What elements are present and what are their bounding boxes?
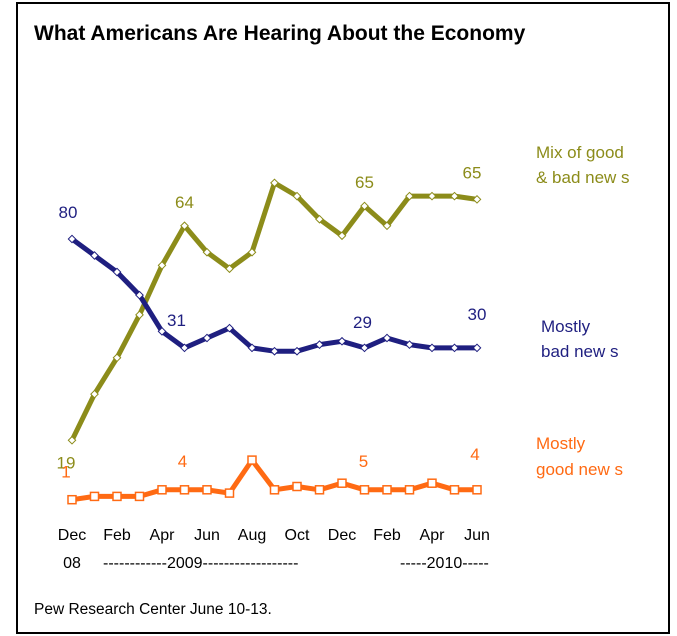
data-label-mixed: 65 xyxy=(463,163,482,182)
x-tick-label: Dec xyxy=(58,527,86,544)
source-note: Pew Research Center June 10-13. xyxy=(34,601,272,618)
data-point-mixed xyxy=(337,231,347,241)
data-point-good xyxy=(472,485,482,495)
data-point-good xyxy=(247,455,257,465)
year-label-2009: ------------2009------------------ xyxy=(103,555,298,572)
series-line-mixed xyxy=(69,180,480,443)
data-point-bad xyxy=(247,343,257,353)
chart-frame xyxy=(16,2,670,634)
data-point-bad xyxy=(180,343,189,353)
data-point-mixed xyxy=(382,221,392,231)
data-label-mixed: 19 xyxy=(57,453,76,472)
x-tick-label: Feb xyxy=(373,527,401,544)
x-tick-label: Aug xyxy=(238,527,266,544)
data-point-bad xyxy=(427,343,437,353)
x-tick-label: Apr xyxy=(420,527,446,544)
data-point-mixed xyxy=(202,247,212,257)
series-label-bad: bad new s xyxy=(541,342,619,361)
data-point-good xyxy=(134,491,145,502)
series-label-mixed: Mix of good xyxy=(536,143,624,162)
x-tick-label: Jun xyxy=(194,527,220,544)
data-point-bad xyxy=(337,336,347,346)
data-point-bad xyxy=(382,333,392,343)
data-point-good xyxy=(449,485,460,495)
data-point-mixed xyxy=(472,195,482,204)
x-tick-label: Oct xyxy=(285,527,310,544)
data-point-bad xyxy=(157,327,167,336)
data-point-good xyxy=(202,485,212,495)
data-point-mixed xyxy=(180,221,189,231)
data-point-good xyxy=(382,485,392,495)
year-label-2010: -----2010----- xyxy=(400,555,489,572)
data-label-good: 4 xyxy=(470,445,479,464)
data-label-good: 4 xyxy=(178,452,187,471)
data-point-mixed xyxy=(157,261,167,270)
x-tick-label: Jun xyxy=(464,527,490,544)
data-label-bad: 30 xyxy=(468,305,487,324)
data-label-bad: 29 xyxy=(353,313,372,332)
series-label-good: good new s xyxy=(536,460,623,479)
data-point-good xyxy=(157,485,167,495)
data-point-mixed xyxy=(67,435,77,445)
data-point-mixed xyxy=(225,264,234,274)
data-point-mixed xyxy=(112,353,122,363)
x-tick-sublabel: 08 xyxy=(63,555,81,572)
data-point-mixed xyxy=(315,214,324,224)
data-point-bad xyxy=(270,346,279,356)
data-point-good xyxy=(89,491,100,502)
data-point-mixed xyxy=(360,201,369,211)
data-point-good xyxy=(67,494,77,505)
data-point-good xyxy=(292,481,302,492)
x-tick-label: Feb xyxy=(103,527,131,544)
data-point-good xyxy=(337,478,347,488)
data-label-good: 1 xyxy=(61,463,70,482)
data-point-good xyxy=(179,485,190,495)
data-point-bad xyxy=(90,251,99,260)
data-point-bad xyxy=(472,343,482,353)
data-point-bad xyxy=(292,346,302,356)
data-point-mixed xyxy=(135,310,144,320)
data-label-good: 5 xyxy=(359,452,368,471)
data-point-mixed xyxy=(292,191,302,201)
x-tick-label: Apr xyxy=(150,527,176,544)
data-point-bad xyxy=(225,323,234,333)
data-point-bad xyxy=(112,267,122,277)
data-point-mixed xyxy=(405,191,414,201)
data-point-bad xyxy=(450,343,459,353)
data-point-mixed xyxy=(247,247,257,257)
data-label-bad: 31 xyxy=(167,311,186,330)
data-point-good xyxy=(269,485,280,495)
series-line-bad xyxy=(69,236,480,354)
series-label-good: Mostly xyxy=(536,434,586,453)
data-point-bad xyxy=(202,333,212,343)
data-point-bad xyxy=(67,234,77,244)
series-label-mixed: & bad new s xyxy=(536,168,630,187)
data-point-good xyxy=(112,491,122,502)
data-point-mixed xyxy=(90,389,99,399)
x-tick-label: Dec xyxy=(328,527,356,544)
data-point-bad xyxy=(315,340,324,349)
data-point-bad xyxy=(360,343,369,353)
data-point-good xyxy=(224,488,235,498)
data-point-good xyxy=(404,485,415,495)
data-label-bad: 80 xyxy=(59,203,78,222)
data-point-bad xyxy=(135,290,144,300)
data-point-good xyxy=(427,478,437,488)
data-label-mixed: 65 xyxy=(355,173,374,192)
data-label-mixed: 64 xyxy=(175,193,194,212)
data-point-bad xyxy=(405,340,414,349)
data-point-mixed xyxy=(427,191,437,201)
data-point-mixed xyxy=(270,178,279,188)
data-point-good xyxy=(359,485,370,495)
data-point-mixed xyxy=(450,191,459,201)
chart-title: What Americans Are Hearing About the Eco… xyxy=(34,22,526,45)
data-point-good xyxy=(314,485,325,495)
series-label-bad: Mostly xyxy=(541,317,591,336)
